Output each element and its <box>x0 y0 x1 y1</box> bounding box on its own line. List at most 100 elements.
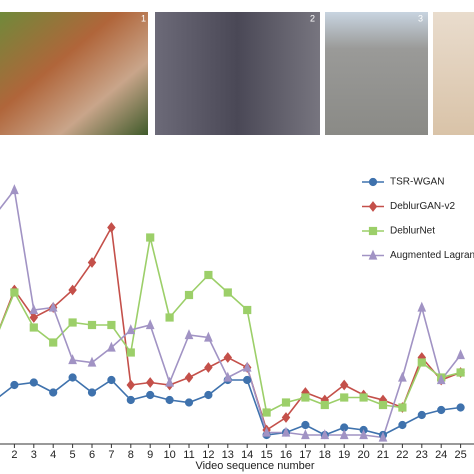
legend-marker <box>368 177 378 187</box>
point <box>87 257 97 268</box>
point <box>87 388 97 397</box>
legend-box <box>356 170 474 268</box>
point <box>456 349 465 360</box>
x-tick-label: 17 <box>299 449 311 461</box>
photo-label: 3 <box>418 13 423 23</box>
point <box>301 420 310 430</box>
point <box>146 233 155 242</box>
photo <box>155 12 320 135</box>
point <box>165 313 174 322</box>
point <box>204 362 213 373</box>
point <box>223 371 233 382</box>
point <box>359 393 368 402</box>
point <box>437 405 446 415</box>
point <box>107 320 116 330</box>
legend-marker <box>368 249 378 260</box>
point <box>281 426 291 437</box>
point <box>68 318 77 327</box>
point <box>184 329 194 340</box>
point <box>49 338 58 347</box>
x-tick-label: 13 <box>222 449 234 461</box>
point <box>10 288 19 297</box>
point <box>378 400 388 410</box>
x-tick-label: 11 <box>183 449 194 461</box>
point <box>223 352 233 363</box>
point <box>29 312 39 323</box>
legend: TSR-WGAN DeblurGAN-v2 DeblurNet Augmented L… <box>356 170 474 268</box>
x-tick-label: 14 <box>241 449 253 461</box>
x-tick-label: 8 <box>128 449 134 461</box>
x-tick-label: 25 <box>454 449 466 461</box>
point <box>281 398 291 407</box>
point <box>243 375 252 385</box>
point <box>359 429 368 440</box>
legend-marker <box>368 226 378 236</box>
x-tick-label: 20 <box>357 449 369 461</box>
legend-label: DeblurGAN-v2 <box>390 201 455 212</box>
point <box>242 361 252 372</box>
photo <box>325 12 428 135</box>
x-tick-label: 3 <box>31 449 37 461</box>
x-tick-label: 16 <box>280 449 292 461</box>
point <box>146 390 155 400</box>
x-tick-label: 6 <box>89 449 95 461</box>
x-tick-label: 23 <box>416 449 428 461</box>
point <box>398 371 407 382</box>
point <box>204 390 213 400</box>
point <box>204 331 213 342</box>
point <box>417 410 426 420</box>
x-tick-label: 18 <box>319 449 331 461</box>
point <box>165 376 174 387</box>
x-axis-label: Video sequence number <box>195 460 314 472</box>
x-tick-label: 2 <box>11 449 17 461</box>
x-tick-label: 12 <box>202 449 214 461</box>
legend-marker <box>368 201 378 212</box>
point <box>10 380 19 390</box>
point <box>107 222 116 233</box>
x-tick-label: 22 <box>396 449 408 461</box>
point <box>262 426 271 437</box>
point <box>340 393 349 402</box>
point <box>49 388 58 397</box>
x-tick-label: 10 <box>163 449 175 461</box>
legend-label: Augmented Lagrangian <box>390 250 474 261</box>
point <box>126 324 136 335</box>
point <box>243 305 252 315</box>
point <box>184 290 194 300</box>
point <box>398 420 407 430</box>
point <box>339 429 349 440</box>
x-tick-label: 24 <box>435 449 447 461</box>
point <box>126 379 136 391</box>
point <box>184 372 194 383</box>
point <box>456 368 465 377</box>
point <box>10 184 19 195</box>
point <box>339 379 349 391</box>
point <box>320 429 330 440</box>
point <box>436 374 446 385</box>
point <box>223 288 232 297</box>
photo-label: 2 <box>310 13 315 23</box>
point <box>145 377 155 388</box>
point <box>184 398 194 407</box>
legend-label: DeblurNet <box>390 226 435 237</box>
point <box>301 429 310 440</box>
x-tick-label: 21 <box>377 449 389 461</box>
photo <box>0 12 148 135</box>
legend-label: TSR-WGAN <box>390 177 444 188</box>
photo-label: 1 <box>141 13 146 23</box>
point <box>378 431 388 442</box>
point <box>29 378 38 387</box>
point <box>417 301 427 312</box>
photo <box>433 12 474 135</box>
x-tick-label: 19 <box>338 449 350 461</box>
point <box>417 358 426 367</box>
x-tick-label: 15 <box>260 449 272 461</box>
point <box>398 403 407 412</box>
point <box>68 284 77 296</box>
x-tick-label: 9 <box>147 449 153 461</box>
point <box>204 270 213 280</box>
point <box>281 412 291 423</box>
point <box>301 393 310 402</box>
point <box>126 348 135 357</box>
point <box>107 375 116 385</box>
